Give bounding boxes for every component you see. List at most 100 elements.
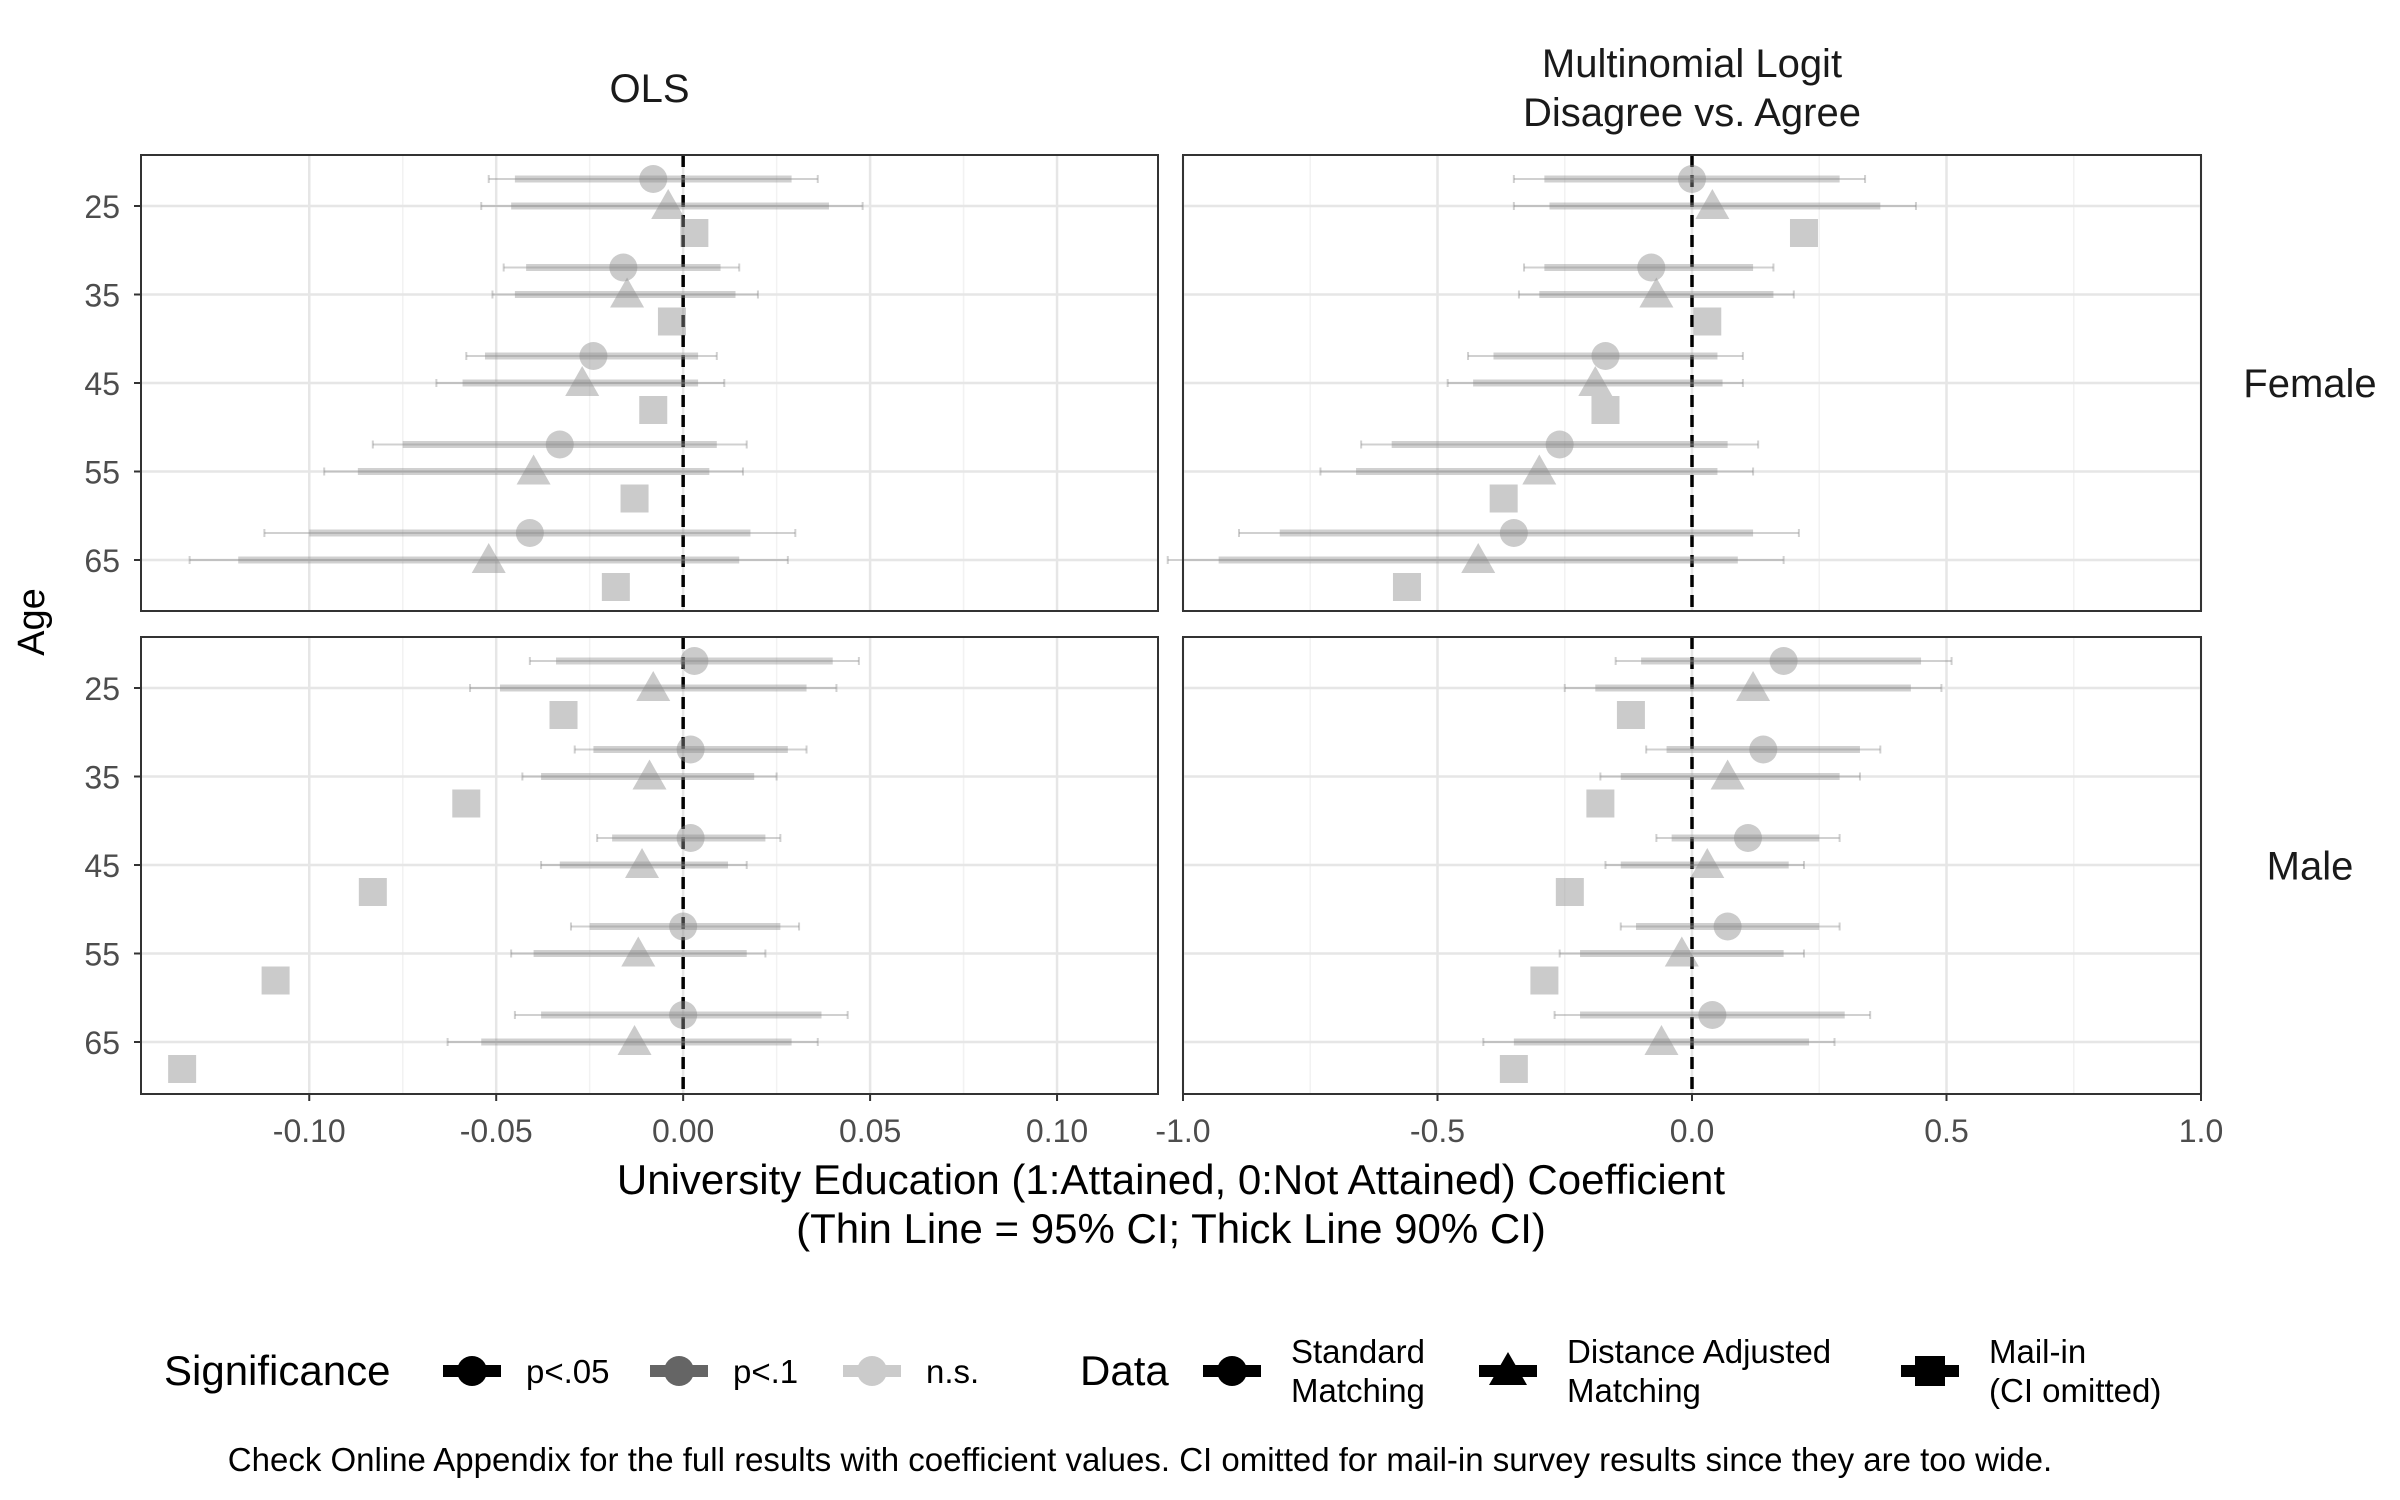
legend-data-label: Distance Adjusted xyxy=(1567,1333,1831,1370)
y-tick-label: 35 xyxy=(84,760,120,796)
facet-panel-1-male xyxy=(1181,637,2203,1094)
circle-point xyxy=(1749,735,1778,764)
square-series-1-male xyxy=(1499,701,1645,1083)
facet-panel-1-female xyxy=(1181,155,2203,611)
x-tick-label: -0.10 xyxy=(273,1113,346,1149)
x-tick-label: 1.0 xyxy=(2179,1113,2223,1149)
square-point xyxy=(657,307,686,336)
circle-point xyxy=(676,824,705,852)
row-strip-label: Female xyxy=(2243,362,2376,406)
x-tick-label: 0.05 xyxy=(839,1113,901,1149)
legend-data-key xyxy=(1203,1356,1261,1386)
circle-series-1-female xyxy=(1237,165,1867,547)
legend-key-circle xyxy=(457,1356,487,1386)
square-point xyxy=(358,878,387,906)
triangle-point xyxy=(1578,366,1613,396)
y-tick-label: 45 xyxy=(84,848,120,884)
x-tick-label: 0.00 xyxy=(652,1113,714,1149)
circle-point xyxy=(609,253,638,282)
square-point xyxy=(168,1055,197,1083)
row-strip-label: Male xyxy=(2267,845,2354,889)
triangle-point xyxy=(1639,277,1674,308)
circle-point xyxy=(1678,165,1706,193)
triangle-point xyxy=(1644,1025,1679,1055)
facet-panel-0-male xyxy=(141,637,1158,1094)
legend-key-circle xyxy=(857,1356,887,1386)
column-title: Multinomial Logit xyxy=(1542,42,1842,86)
square-point xyxy=(1789,219,1818,247)
circle-series-0-female xyxy=(263,165,819,547)
triangle-series-1-female xyxy=(1166,189,1917,573)
legend-key-circle xyxy=(664,1356,694,1386)
y-tick-label: 25 xyxy=(84,189,120,225)
legend-key-triangle xyxy=(1489,1352,1527,1385)
circle-series-0-male xyxy=(513,647,860,1029)
triangle-point xyxy=(1664,936,1699,967)
x-tick-label: 0.10 xyxy=(1026,1113,1088,1149)
triangle-point xyxy=(610,277,645,308)
axes: OLS Multinomial Logit Disagree vs. Agree Fe… xyxy=(84,42,2376,1149)
y-tick-label: 65 xyxy=(84,543,120,579)
square-series-1-female xyxy=(1392,219,1818,601)
circle-point xyxy=(680,647,709,675)
triangle-point xyxy=(565,366,600,396)
square-series-0-female xyxy=(601,219,709,601)
square-point xyxy=(1616,701,1645,729)
triangle-series-1-male xyxy=(1482,671,1943,1055)
legend: Significance p<.05 p<.1 n.s. Data StandardMat… xyxy=(164,1333,2161,1409)
circle-point xyxy=(676,735,705,764)
circle-point xyxy=(1499,519,1528,547)
y-tick-label: 25 xyxy=(84,671,120,707)
legend-significance-key xyxy=(443,1356,501,1386)
column-title: OLS xyxy=(609,67,689,111)
y-tick-label: 35 xyxy=(84,278,120,314)
square-point xyxy=(1555,878,1584,906)
legend-data-key xyxy=(1479,1352,1537,1385)
triangle-point xyxy=(516,454,551,485)
circle-point xyxy=(669,912,698,941)
y-tick-label: 55 xyxy=(84,455,120,491)
y-tick-label: 45 xyxy=(84,366,120,402)
legend-significance-label: p<.1 xyxy=(733,1353,798,1390)
circle-point xyxy=(515,519,544,547)
x-tick-label: 0.0 xyxy=(1670,1113,1714,1149)
panel-border xyxy=(1182,154,2202,612)
triangle-point xyxy=(617,1025,652,1055)
circle-point xyxy=(1698,1001,1727,1029)
triangle-point xyxy=(621,936,656,967)
x-tick-label: -0.5 xyxy=(1410,1113,1465,1149)
caption: Check Online Appendix for the full resul… xyxy=(228,1441,2052,1478)
x-tick-label: -0.05 xyxy=(460,1113,533,1149)
square-point xyxy=(1499,1055,1528,1083)
circle-point xyxy=(579,342,608,370)
circle-point xyxy=(1713,912,1742,941)
circle-point xyxy=(1769,647,1798,675)
triangle-series-0-female xyxy=(188,189,864,573)
legend-data-key xyxy=(1901,1356,1959,1386)
square-series-0-male xyxy=(168,701,578,1083)
legend-key-square xyxy=(1915,1356,1945,1386)
circle-point xyxy=(669,1001,698,1029)
legend-data-title: Data xyxy=(1080,1347,1169,1394)
triangle-point xyxy=(1710,759,1745,790)
circle-point xyxy=(1637,253,1666,282)
square-point xyxy=(549,701,578,729)
square-point xyxy=(620,484,649,513)
square-point xyxy=(261,966,290,995)
square-point xyxy=(639,396,668,424)
square-point xyxy=(1392,573,1421,601)
legend-significance-key xyxy=(650,1356,708,1386)
circle-point xyxy=(1591,342,1620,370)
triangle-point xyxy=(625,848,660,878)
triangle-point xyxy=(651,189,686,219)
legend-data-label: Standard xyxy=(1291,1333,1425,1370)
legend-data-label: Mail-in xyxy=(1989,1333,2086,1370)
facet-panels xyxy=(140,154,2203,1095)
circle-point xyxy=(1545,430,1574,459)
triangle-point xyxy=(1461,543,1496,573)
x-tick-label: -1.0 xyxy=(1155,1113,1210,1149)
legend-significance-label: p<.05 xyxy=(526,1353,610,1390)
x-tick-label: 0.5 xyxy=(1924,1113,1968,1149)
circle-point xyxy=(1733,824,1762,852)
